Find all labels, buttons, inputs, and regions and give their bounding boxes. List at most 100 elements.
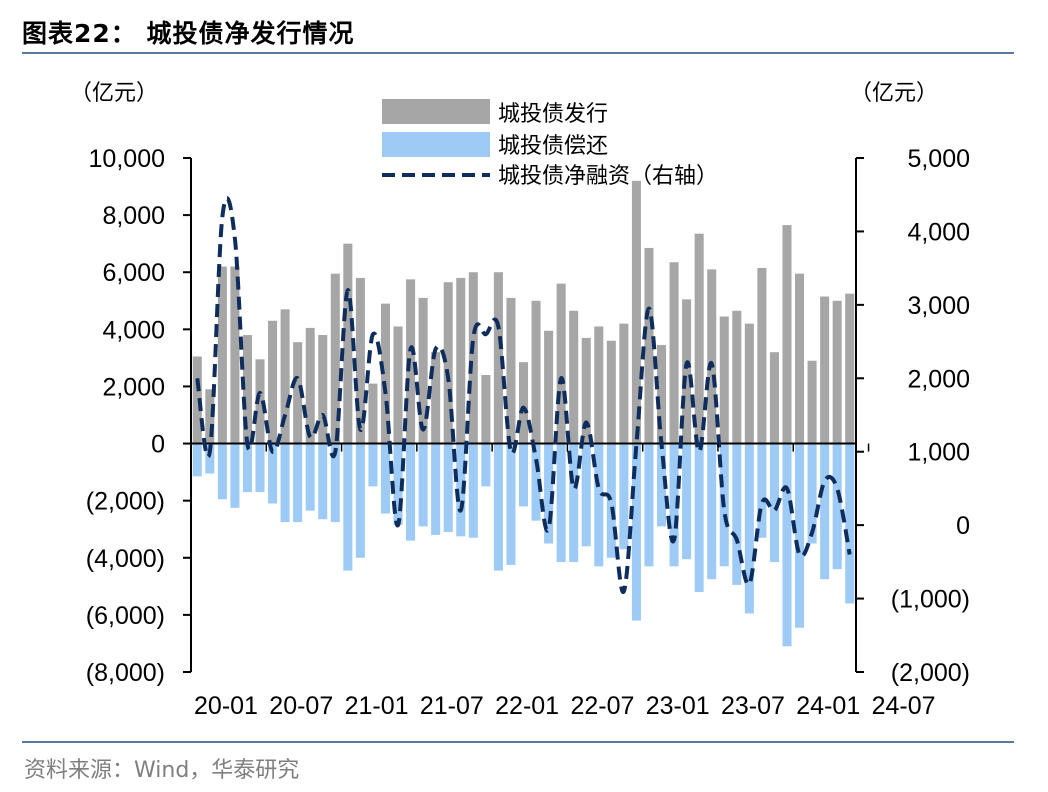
repayment-bar [230,443,240,508]
legend-label-issuance: 城投债发行 [498,102,608,127]
repayment-bar [443,443,453,533]
legend-swatch-issuance [382,99,490,124]
issuance-bar [368,383,378,444]
repayment-bar [280,443,290,523]
repayment-bar [832,443,842,570]
issuance-bar [255,359,265,444]
x-tick-label: 22-01 [495,692,559,720]
right-tick-label: 3,000 [907,292,970,320]
repayment-bar [242,443,252,493]
legend-swatch-repayment [382,132,490,157]
issuance-bar [531,300,541,444]
issuance-bar [293,342,303,444]
right-tick-label: 0 [956,512,970,540]
issuance-bar [230,266,240,444]
issuance-bar [782,225,792,444]
issuance-bar [330,273,340,444]
repayment-bar [682,443,692,560]
repayment-bar [368,443,378,487]
repayment-bar [380,443,390,514]
repayment-bar [393,443,403,525]
repayment-bar [845,443,855,604]
x-axis: 20-01 20-07 21-01 21-07 22-01 22-07 23-01 23-07… [190,443,936,720]
issuance-bar [795,273,805,444]
x-tick-label: 21-01 [345,692,409,720]
issuance-bar [431,352,441,444]
x-tick-label: 22-07 [570,692,634,720]
source-note: 资料来源：Wind，华泰研究 [24,758,300,783]
legend-label-repayment: 城投债偿还 [498,134,608,159]
repayment-bars [192,443,855,647]
issuance-bar [820,296,830,444]
repayment-bar [255,443,265,493]
repayment-bar [581,443,591,547]
left-tick-label: (6,000) [86,602,165,630]
issuance-bar [744,323,754,444]
footer-rule [22,741,1014,743]
x-tick-label: 20-01 [194,692,258,720]
repayment-bar [619,443,629,550]
legend-label-net: 城投债净融资（右轴） [498,164,718,189]
repayment-bar [531,443,541,521]
left-tick-label: 6,000 [102,259,165,287]
repayment-bar [544,443,554,544]
issuance-bar [619,323,629,444]
right-tick-label: 5,000 [907,145,970,173]
issuance-bar [318,335,328,444]
repayment-bar [556,443,566,563]
left-tick-label: 4,000 [102,316,165,344]
left-axis: 10,000 8,000 6,000 4,000 2,000 0 (2,000) (4,000… [86,145,192,687]
issuance-bar [807,360,817,444]
issuance-bar [845,293,855,444]
right-axis: 5,000 4,000 3,000 2,000 1,000 0 (1,000) (2,000) [855,145,970,687]
left-tick-label: (8,000) [86,659,165,687]
repayment-bar [418,443,428,527]
issuance-bar [343,243,353,444]
issuance-bar [544,330,554,444]
repayment-bar [757,443,767,538]
repayment-bar [769,443,779,563]
repayment-bar [343,443,353,571]
repayment-bar [707,443,717,580]
issuance-bar [581,337,591,444]
right-tick-label: 2,000 [907,365,970,393]
repayment-bar [744,443,754,614]
issuance-bar [242,335,252,444]
issuance-bar [569,310,579,444]
right-tick-label: (2,000) [891,659,970,687]
repayment-bar [518,443,529,507]
issuance-bar [305,327,315,444]
issuance-bar [418,297,428,444]
repayment-bar [657,443,667,527]
x-tick-label: 23-01 [646,692,710,720]
repayment-bar [481,443,491,487]
repayment-bar [644,443,654,567]
issuance-bar [468,272,478,444]
repayment-bar [305,443,315,511]
issuance-bar [355,277,365,444]
repayment-bar [569,443,579,563]
x-tick-label: 21-07 [420,692,484,720]
repayment-bar [732,443,742,585]
repayment-bar [506,443,516,565]
left-tick-label: (2,000) [86,488,165,516]
x-tick-label: 24-01 [796,692,860,720]
right-tick-label: 1,000 [907,439,970,467]
repayment-bar [782,443,792,647]
issuance-bar [443,282,453,444]
repayment-bar [631,443,641,621]
issuance-bar [393,326,403,444]
repayment-bar [355,443,365,558]
issuance-bar [707,269,717,444]
issuance-bar [606,340,616,444]
issuance-bar [380,303,390,444]
issuance-bar [832,300,842,444]
right-tick-label: (1,000) [891,586,970,614]
issuance-bar [757,267,767,444]
left-tick-label: (4,000) [86,545,165,573]
issuance-bar [682,299,692,444]
issuance-bar [481,375,491,444]
left-tick-label: 0 [151,431,165,459]
repayment-bar [268,443,278,504]
